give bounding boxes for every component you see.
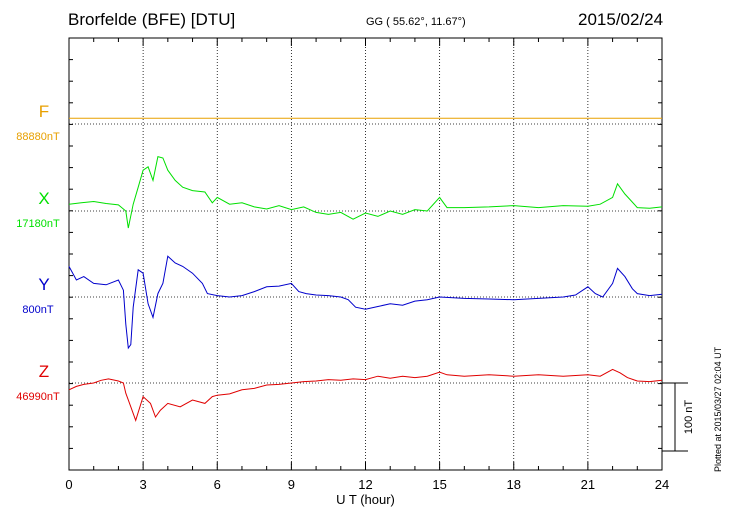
- series-baseline-z: 46990nT: [16, 391, 60, 403]
- station-coordinates: GG ( 55.62°, 11.67°): [366, 16, 466, 28]
- x-tick-label: 24: [655, 477, 669, 492]
- x-tick-label: 3: [140, 477, 147, 492]
- plotted-timestamp: Plotted at 2015/03/27 02:04 UT: [713, 346, 723, 472]
- x-axis-label: U T (hour): [336, 492, 395, 507]
- series-line-x: [68, 155, 663, 229]
- plot-date: 2015/02/24: [578, 10, 664, 29]
- series-label-x: X: [38, 189, 49, 208]
- series-baseline-x: 17180nT: [16, 218, 60, 230]
- x-tick-label: 6: [214, 477, 221, 492]
- series-label-f: F: [39, 102, 49, 121]
- x-tick-label: 9: [288, 477, 295, 492]
- x-tick-label: 0: [65, 477, 72, 492]
- scale-bar-label: 100 nT: [683, 400, 695, 435]
- series-baseline-f: 88880nT: [16, 131, 60, 143]
- series-label-y: Y: [38, 275, 49, 294]
- series-line-y: [68, 255, 663, 350]
- x-tick-label: 21: [581, 477, 595, 492]
- page-title: Brorfelde (BFE) [DTU]: [68, 10, 236, 29]
- series-label-z: Z: [39, 362, 49, 381]
- x-tick-label: 18: [507, 477, 521, 492]
- series-line-z: [68, 368, 663, 422]
- series-baseline-y: 800nT: [22, 304, 53, 316]
- x-tick-label: 15: [432, 477, 446, 492]
- x-tick-label: 12: [358, 477, 372, 492]
